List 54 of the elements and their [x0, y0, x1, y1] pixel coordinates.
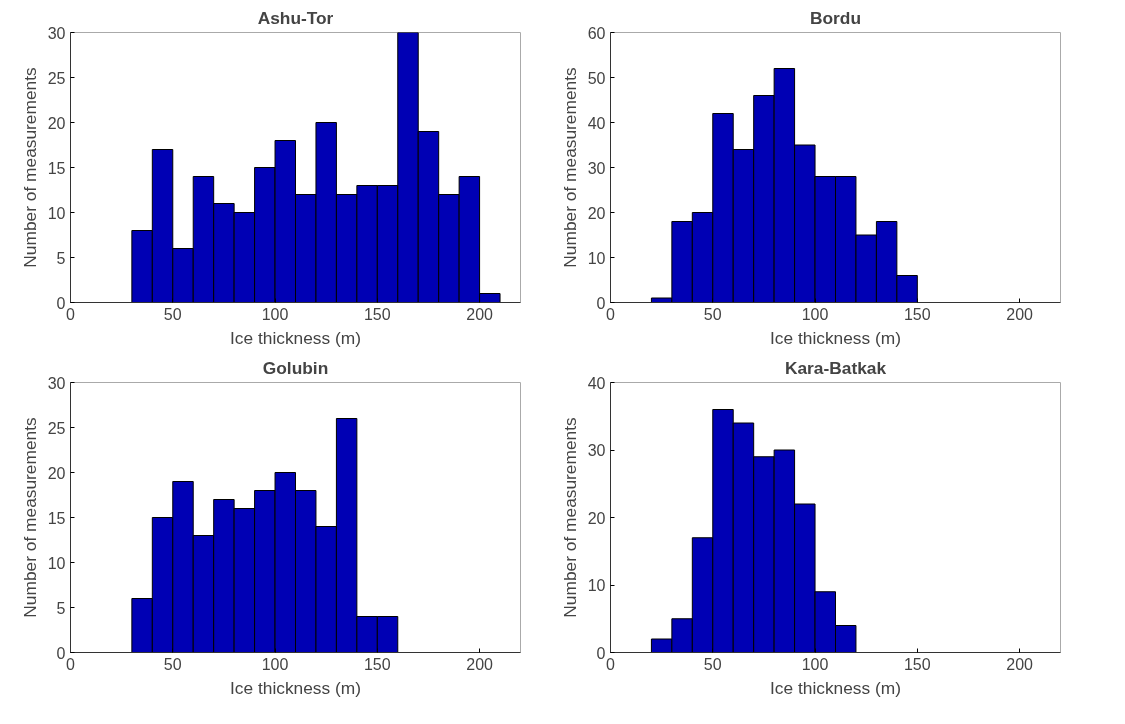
chart-title: Golubin: [262, 357, 329, 378]
x-tick-label: 100: [801, 305, 829, 323]
x-axis-title: Ice thickness (m): [770, 327, 901, 348]
x-tick-label: 100: [261, 305, 289, 323]
chart-title: Kara-Batkak: [784, 357, 887, 378]
x-tick-label: 200: [1006, 305, 1034, 323]
x-axis-title: Ice thickness (m): [230, 327, 361, 348]
x-tick-label: 50: [703, 305, 722, 323]
y-axis-title: Number of measurements: [19, 67, 40, 268]
y-tick-label: 15: [47, 159, 66, 177]
y-tick-label: 25: [47, 419, 66, 437]
y-tick-label: 5: [56, 249, 66, 267]
y-tick-label: 20: [47, 114, 66, 132]
x-tick-label: 200: [466, 305, 494, 323]
y-tick-label: 30: [587, 159, 606, 177]
y-tick-label: 30: [47, 24, 66, 42]
y-tick-label: 20: [47, 464, 66, 482]
x-tick-label: 100: [801, 655, 829, 673]
x-tick-label: 50: [163, 305, 182, 323]
x-axis-title: Ice thickness (m): [230, 677, 361, 698]
y-tick-label: 10: [47, 554, 66, 572]
y-tick-label: 10: [47, 204, 66, 222]
y-tick-label: 60: [587, 24, 606, 42]
y-axis-title: Number of measurements: [559, 67, 580, 268]
y-tick-label: 20: [587, 509, 606, 527]
y-tick-label: 30: [587, 442, 606, 459]
y-tick-label: 20: [587, 204, 606, 222]
y-tick-label: 30: [47, 374, 66, 392]
y-axis-title: Number of measurements: [559, 417, 580, 618]
chart-title: Bordu: [809, 7, 862, 28]
y-tick-label: 0: [596, 644, 606, 662]
x-tick-label: 150: [903, 655, 931, 673]
y-tick-label: 40: [587, 114, 606, 132]
y-tick-label: 10: [587, 577, 606, 594]
chart-title: Ashu-Tor: [257, 7, 334, 28]
x-tick-label: 200: [466, 655, 494, 673]
x-tick-label: 150: [363, 305, 391, 323]
y-tick-label: 0: [56, 294, 66, 312]
x-tick-label: 100: [261, 655, 289, 673]
x-tick-label: 50: [163, 655, 182, 673]
x-tick-label: 150: [903, 305, 931, 323]
x-tick-label: 200: [1006, 655, 1034, 673]
y-tick-label: 10: [587, 249, 606, 267]
x-tick-label: 150: [363, 655, 391, 673]
y-tick-label: 40: [587, 374, 606, 392]
y-tick-label: 5: [56, 599, 66, 617]
x-axis-title: Ice thickness (m): [770, 677, 901, 698]
y-tick-label: 25: [47, 69, 66, 87]
y-tick-label: 50: [587, 69, 606, 87]
y-tick-label: 15: [47, 509, 66, 527]
y-tick-label: 0: [56, 644, 66, 662]
y-axis-title: Number of measurements: [19, 417, 40, 618]
y-tick-label: 0: [596, 294, 606, 312]
x-tick-label: 50: [703, 655, 722, 673]
